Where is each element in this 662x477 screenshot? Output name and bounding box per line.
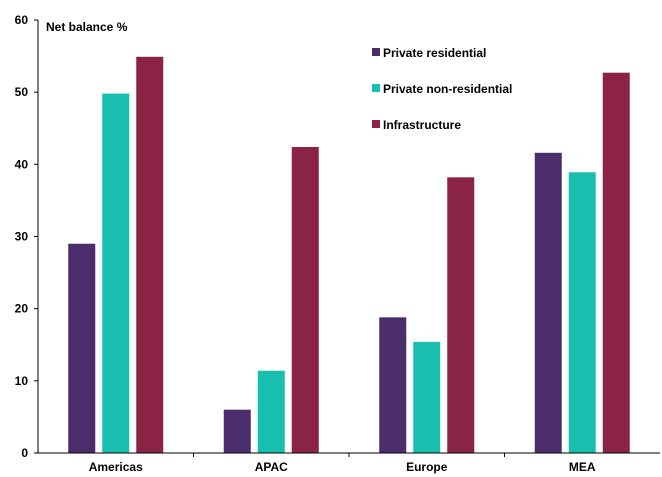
- bar-infrastructure-americas: [136, 56, 164, 454]
- legend-label-private-non-residential: Private non-residential: [383, 82, 512, 96]
- bar-private-residential-americas: [68, 243, 96, 453]
- y-tick-label: 0: [21, 446, 28, 460]
- y-axis-ticks: 0 10 20 30 40 50 60: [15, 13, 39, 460]
- y-tick-label: 30: [15, 230, 29, 244]
- x-axis: Americas APAC Europe MEA: [38, 452, 660, 474]
- legend-swatch-private-non-residential: [372, 84, 380, 92]
- legend-label-infrastructure: Infrastructure: [383, 118, 461, 132]
- bar-private-non-residential-apac: [257, 370, 285, 453]
- x-tick-label: MEA: [569, 460, 596, 474]
- y-axis-title: Net balance %: [46, 20, 128, 34]
- bar-private-residential-europe: [379, 317, 407, 453]
- y-tick-label: 10: [15, 374, 29, 388]
- y-tick-label: 20: [15, 302, 29, 316]
- bar-private-residential-mea: [534, 152, 562, 453]
- bar-infrastructure-apac: [291, 147, 319, 453]
- bar-private-non-residential-europe: [413, 341, 441, 453]
- x-tick-label: Americas: [89, 460, 143, 474]
- legend-swatch-private-residential: [372, 48, 380, 56]
- bar-private-residential-apac: [223, 409, 251, 453]
- y-tick-label: 50: [15, 85, 29, 99]
- bar-infrastructure-europe: [447, 177, 475, 453]
- y-tick-label: 60: [15, 13, 29, 27]
- bar-private-non-residential-americas: [102, 93, 130, 454]
- legend-label-private-residential: Private residential: [383, 46, 486, 60]
- bar-private-non-residential-mea: [568, 172, 596, 453]
- legend-swatch-infrastructure: [372, 120, 380, 128]
- bars: [68, 56, 630, 454]
- y-tick-label: 40: [15, 157, 29, 171]
- legend: Private residential Private non-residenti…: [372, 46, 512, 132]
- x-tick-label: APAC: [255, 460, 288, 474]
- x-tick-label: Europe: [406, 460, 448, 474]
- bar-infrastructure-mea: [602, 72, 630, 453]
